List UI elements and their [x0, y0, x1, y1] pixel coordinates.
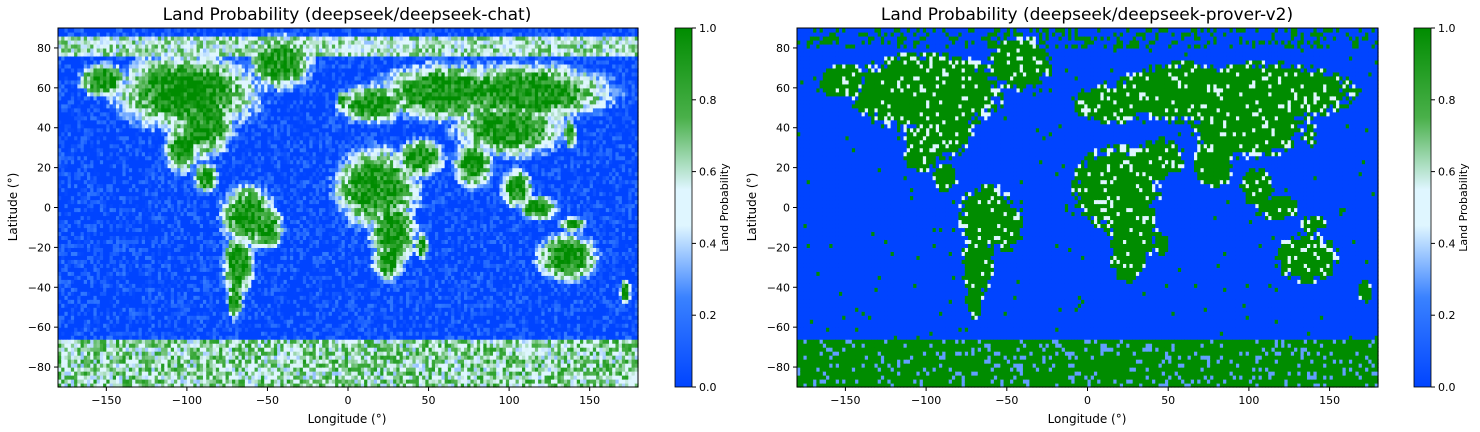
heatmap-cells [58, 28, 639, 388]
chart-title: Land Probability (deepseek/deepseek-chat… [163, 5, 532, 25]
chart-left: Land Probability (deepseek/deepseek-chat… [6, 5, 731, 426]
